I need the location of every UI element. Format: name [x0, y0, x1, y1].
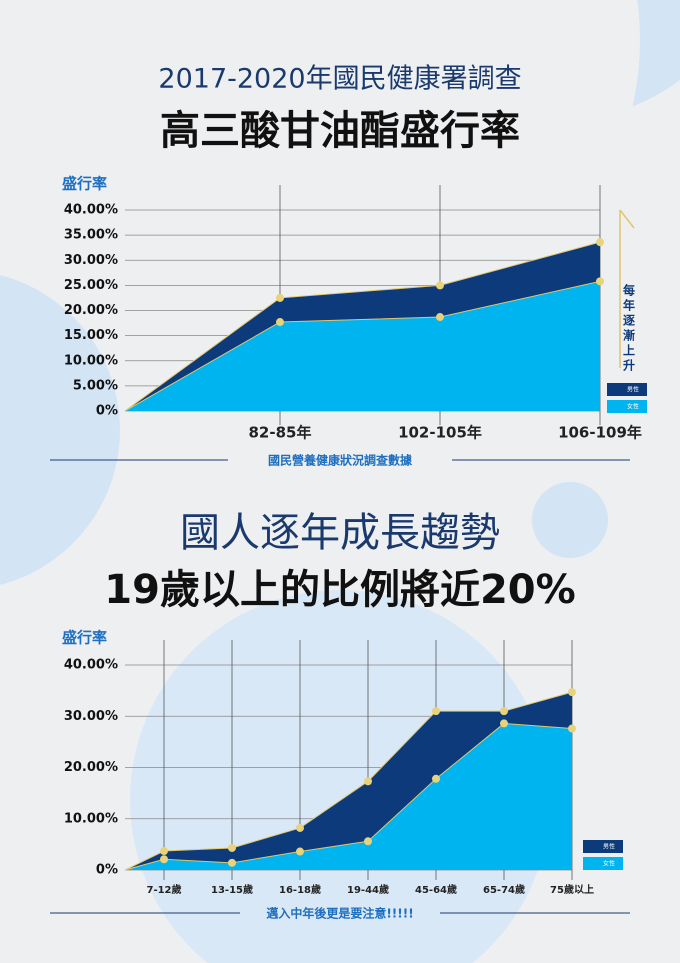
legend-label: 女性: [603, 860, 615, 868]
y-tick-label: 30.00%: [64, 253, 118, 268]
annotation-arrow: [619, 209, 635, 229]
title: 國人逐年成長趨勢: [180, 510, 500, 556]
point: [364, 837, 372, 846]
legend-swatch: [583, 840, 623, 853]
point: [276, 293, 284, 302]
legend-label: 男性: [603, 843, 615, 851]
legend-swatch: [583, 857, 623, 870]
y-tick-label: 25.00%: [64, 278, 118, 293]
line: [124, 280, 601, 412]
y-tick-label: 10.00%: [64, 353, 118, 368]
y-tick-label: 40.00%: [64, 203, 118, 218]
x-tick-label: 75歲以上: [550, 883, 594, 896]
decor-circle: [0, 275, 120, 585]
point: [596, 277, 604, 286]
subtitle: 高三酸甘油酯盛行率: [160, 108, 520, 154]
x-tick-label: 82-85年: [249, 424, 312, 442]
point: [276, 318, 284, 327]
y-tick-label: 0%: [96, 404, 118, 419]
y-tick-label: 0%: [96, 863, 118, 878]
source: 國民營養健康狀況調查數據: [268, 453, 413, 468]
point: [432, 774, 440, 783]
y-tick-label: 30.00%: [64, 709, 118, 724]
point: [436, 313, 444, 322]
legend-label: 女性: [627, 403, 639, 411]
line: [124, 241, 601, 412]
legend-swatch: [607, 383, 647, 396]
subtitle: 19歲以上的比例將近20%: [104, 567, 575, 613]
legend-swatch: [607, 400, 647, 413]
line: [124, 722, 573, 871]
point: [228, 843, 236, 852]
y-tick-label: 5.00%: [73, 378, 118, 393]
area: [125, 281, 600, 411]
y-tick-label: 20.00%: [64, 303, 118, 318]
x-tick-label: 45-64歲: [415, 883, 457, 896]
decor-circle: [40, 0, 640, 340]
x-tick-label: 102-105年: [398, 424, 482, 442]
point: [568, 724, 576, 733]
point: [500, 707, 508, 716]
annotation: 每年逐漸上升: [622, 283, 636, 374]
y-tick-label: 20.00%: [64, 760, 118, 775]
point: [500, 719, 508, 728]
y-tick-label: 40.00%: [64, 658, 118, 673]
x-tick-label: 7-12歲: [146, 883, 181, 896]
point: [160, 847, 168, 856]
y-axis-label: 盛行率: [62, 629, 107, 647]
y-tick-label: 10.00%: [64, 811, 118, 826]
point: [596, 238, 604, 247]
source: 邁入中年後更是要注意!!!!!: [266, 906, 413, 921]
point: [160, 855, 168, 864]
x-tick-label: 19-44歲: [347, 883, 389, 896]
point: [228, 858, 236, 867]
point: [296, 823, 304, 832]
point: [432, 707, 440, 716]
x-tick-label: 16-18歲: [279, 883, 321, 896]
x-tick-label: 106-109年: [558, 424, 642, 442]
point: [568, 688, 576, 697]
x-tick-label: 65-74歲: [483, 883, 525, 896]
y-axis-label: 盛行率: [62, 175, 107, 193]
y-tick-label: 35.00%: [64, 228, 118, 243]
legend-label: 男性: [627, 386, 639, 394]
x-tick-label: 13-15歲: [211, 883, 253, 896]
decor-circle: [532, 482, 608, 558]
y-tick-label: 15.00%: [64, 328, 118, 343]
line: [124, 691, 573, 871]
point: [296, 847, 304, 856]
point: [436, 281, 444, 290]
point: [364, 777, 372, 786]
area: [125, 723, 572, 870]
title: 2017-2020年國民健康署調查: [158, 64, 521, 95]
